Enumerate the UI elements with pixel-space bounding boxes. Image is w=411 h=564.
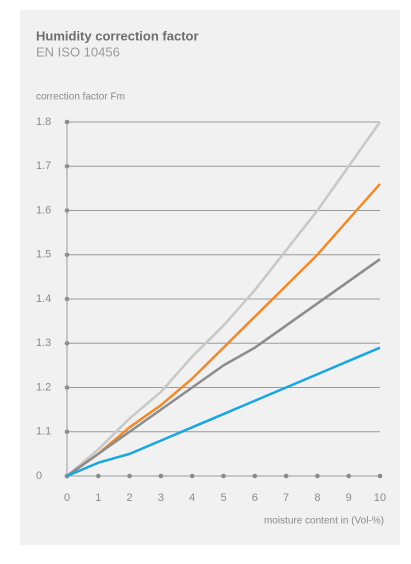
panel	[20, 10, 400, 545]
x-tick-dot	[158, 473, 164, 479]
x-tick-label: 0	[64, 492, 70, 504]
y-tick-label: 1.8	[36, 116, 51, 128]
x-tick-dot	[346, 473, 352, 479]
x-tick-label: 10	[374, 492, 386, 504]
x-tick-dot	[221, 473, 226, 479]
y-tick-label: 1.3	[36, 337, 51, 349]
x-tick-dot	[377, 473, 383, 479]
x-axis-label: moisture content in (Vol-%)	[264, 516, 384, 527]
y-tick-label: 1.4	[36, 293, 51, 305]
y-tick-label: 1.6	[36, 204, 51, 216]
series-line	[66, 183, 381, 478]
y-axis-label: correction factor Fm	[36, 92, 125, 103]
y-tick-label: 1.7	[36, 160, 51, 172]
x-tick-label: 9	[346, 492, 352, 504]
x-tick-dot	[283, 473, 289, 479]
x-tick-label: 1	[95, 492, 101, 504]
chart-subtitle: EN ISO 10456	[36, 44, 120, 59]
series-line	[66, 346, 381, 478]
y-tick-label: 1.5	[36, 249, 51, 261]
x-tick-label: 6	[252, 492, 258, 504]
x-tick-dot	[127, 473, 132, 479]
x-tick-dot	[189, 473, 195, 479]
chart-title: Humidity correction factor	[36, 28, 199, 43]
y-tick-label: 1.1	[36, 426, 51, 438]
series-line	[66, 258, 381, 478]
x-tick-label: 4	[189, 492, 195, 504]
y-tick-label: 1.2	[36, 381, 51, 393]
x-tick-label: 3	[158, 492, 164, 504]
y-tick-label: 0	[36, 470, 42, 482]
x-tick-dot	[96, 473, 101, 479]
series-line	[66, 121, 382, 477]
x-tick-label: 2	[127, 492, 133, 504]
x-tick-dot	[315, 473, 320, 479]
x-tick-dot	[252, 473, 258, 479]
x-tick-label: 5	[220, 492, 226, 504]
x-tick-label: 8	[314, 492, 320, 504]
x-tick-label: 7	[283, 492, 289, 504]
